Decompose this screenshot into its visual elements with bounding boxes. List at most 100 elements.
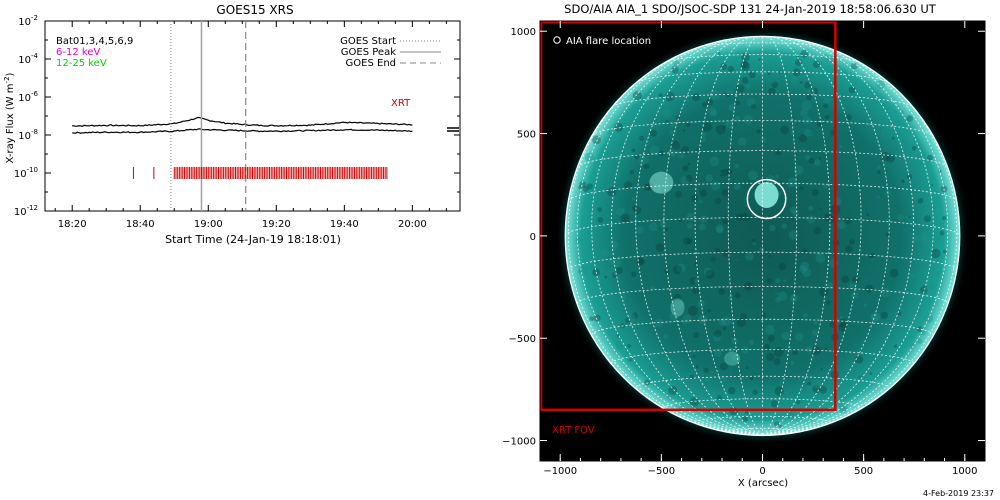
sun-texture-blob [722, 125, 726, 130]
goes-y-tick-label: 10-12 [14, 204, 38, 218]
sun-texture-blob [685, 175, 693, 182]
sun-texture-blob [685, 384, 689, 388]
legend-item-goes-peak: GOES Peak [341, 47, 396, 58]
active-region [670, 298, 685, 317]
sun-texture-blob [695, 148, 699, 153]
sun-texture-blob [869, 372, 873, 375]
aia-image-panel: SDO/AIA AIA_1 SDO/JSOC-SDP 131 24-Jan-20… [502, 2, 986, 489]
sun-texture-blob [775, 148, 782, 156]
sun-texture-blob [889, 268, 899, 278]
sun-texture-blob [686, 222, 693, 229]
sun-texture-blob [687, 162, 691, 166]
sun-texture-blob [799, 60, 805, 67]
sun-texture-blob [705, 269, 715, 279]
sun-texture-blob [881, 104, 889, 112]
sun-texture-blob [876, 80, 886, 89]
sun-texture-blob [710, 370, 714, 374]
sun-texture-blob [705, 174, 714, 182]
sun-texture-blob [789, 206, 797, 214]
sun-texture-blob [802, 312, 808, 318]
sun-texture-blob [709, 156, 720, 167]
sun-texture-blob [745, 251, 754, 261]
sun-texture-blob [604, 275, 608, 279]
sun-texture-blob [719, 362, 728, 371]
sun-texture-blob [618, 166, 623, 171]
sun-texture-blob [665, 93, 676, 103]
sun-texture-blob [592, 135, 601, 145]
goes-y-tick-label: 10-4 [18, 52, 38, 66]
sun-texture-blob [781, 331, 791, 341]
sun-texture-blob [912, 235, 920, 242]
sun-texture-blob [841, 275, 850, 284]
sun-texture-blob [708, 107, 717, 116]
sun-texture-blob [735, 101, 741, 106]
sun-texture-blob [850, 62, 858, 70]
sun-texture-blob [897, 143, 902, 148]
sun-texture-blob [631, 323, 636, 328]
sun-texture-blob [845, 114, 852, 121]
sun-texture-blob [817, 121, 823, 128]
sun-texture-blob [714, 329, 722, 338]
sun-texture-blob [818, 157, 822, 160]
sun-texture-blob [805, 345, 813, 353]
sun-texture-blob [741, 346, 749, 354]
sun-texture-blob [848, 86, 856, 94]
sun-texture-blob [811, 329, 819, 336]
sun-texture-blob [891, 136, 895, 140]
sun-texture-blob [631, 312, 638, 320]
sun-texture-blob [575, 236, 583, 244]
sun-texture-blob [650, 129, 657, 137]
goes-legend-events: GOES Start GOES Peak GOES End [340, 36, 441, 69]
sun-texture-blob [685, 122, 691, 128]
sun-texture-blob [718, 52, 721, 55]
latitude-grid-line [591, 318, 934, 336]
goes-chart-title: GOES15 XRS [216, 3, 293, 17]
sun-texture-blob [849, 239, 855, 245]
goes-plot-frame [44, 20, 461, 212]
sun-texture-blob [711, 379, 714, 382]
sun-texture-blob [672, 265, 683, 275]
sun-texture-blob [793, 165, 804, 176]
sun-texture-blob [777, 291, 788, 301]
sun-texture-blob [768, 335, 775, 342]
sun-texture-blob [893, 344, 898, 348]
aia-y-tick-label: −1000 [502, 437, 536, 448]
sun-texture-blob [655, 243, 665, 252]
sun-texture-blob [638, 258, 645, 266]
sun-texture-blob [616, 207, 625, 217]
sun-texture-blob [721, 377, 728, 383]
sun-texture-blob [682, 314, 692, 323]
sun-texture-blob [634, 154, 640, 160]
sun-texture-blob [636, 226, 644, 234]
sun-texture-blob [775, 296, 782, 303]
sun-texture-blob [689, 374, 695, 380]
sun-texture-blob [845, 245, 853, 253]
sun-texture-blob [718, 288, 725, 295]
sun-texture-blob [797, 377, 801, 380]
sun-texture-blob [578, 265, 589, 276]
sun-texture-blob [729, 371, 732, 374]
sun-texture-blob [643, 163, 650, 170]
sun-texture-blob [666, 391, 674, 400]
flare-location-circle [746, 178, 787, 220]
sun-texture-blob [627, 313, 636, 322]
sun-texture-blob [661, 75, 665, 79]
sun-texture-blob [803, 148, 805, 151]
sun-texture-blob [648, 353, 656, 360]
sun-texture-blob [790, 361, 795, 366]
sun-texture-blob [673, 293, 682, 302]
sun-texture-blob [840, 315, 844, 319]
sun-texture-blob [766, 353, 775, 362]
sun-texture-blob [697, 314, 708, 324]
longitude-grid-line [591, 39, 763, 435]
sun-texture-blob [909, 273, 915, 278]
sun-texture-blob [912, 192, 921, 201]
latitude-grid-line [576, 150, 949, 168]
legend-item-12-25kev: 12-25 keV [56, 58, 107, 69]
sun-texture-blob [629, 358, 633, 362]
sun-texture-blob [908, 312, 913, 317]
sun-texture-blob [658, 375, 669, 385]
sun-texture-blob [714, 197, 722, 205]
sun-texture-blob [799, 186, 804, 191]
sun-texture-blob [728, 295, 733, 300]
